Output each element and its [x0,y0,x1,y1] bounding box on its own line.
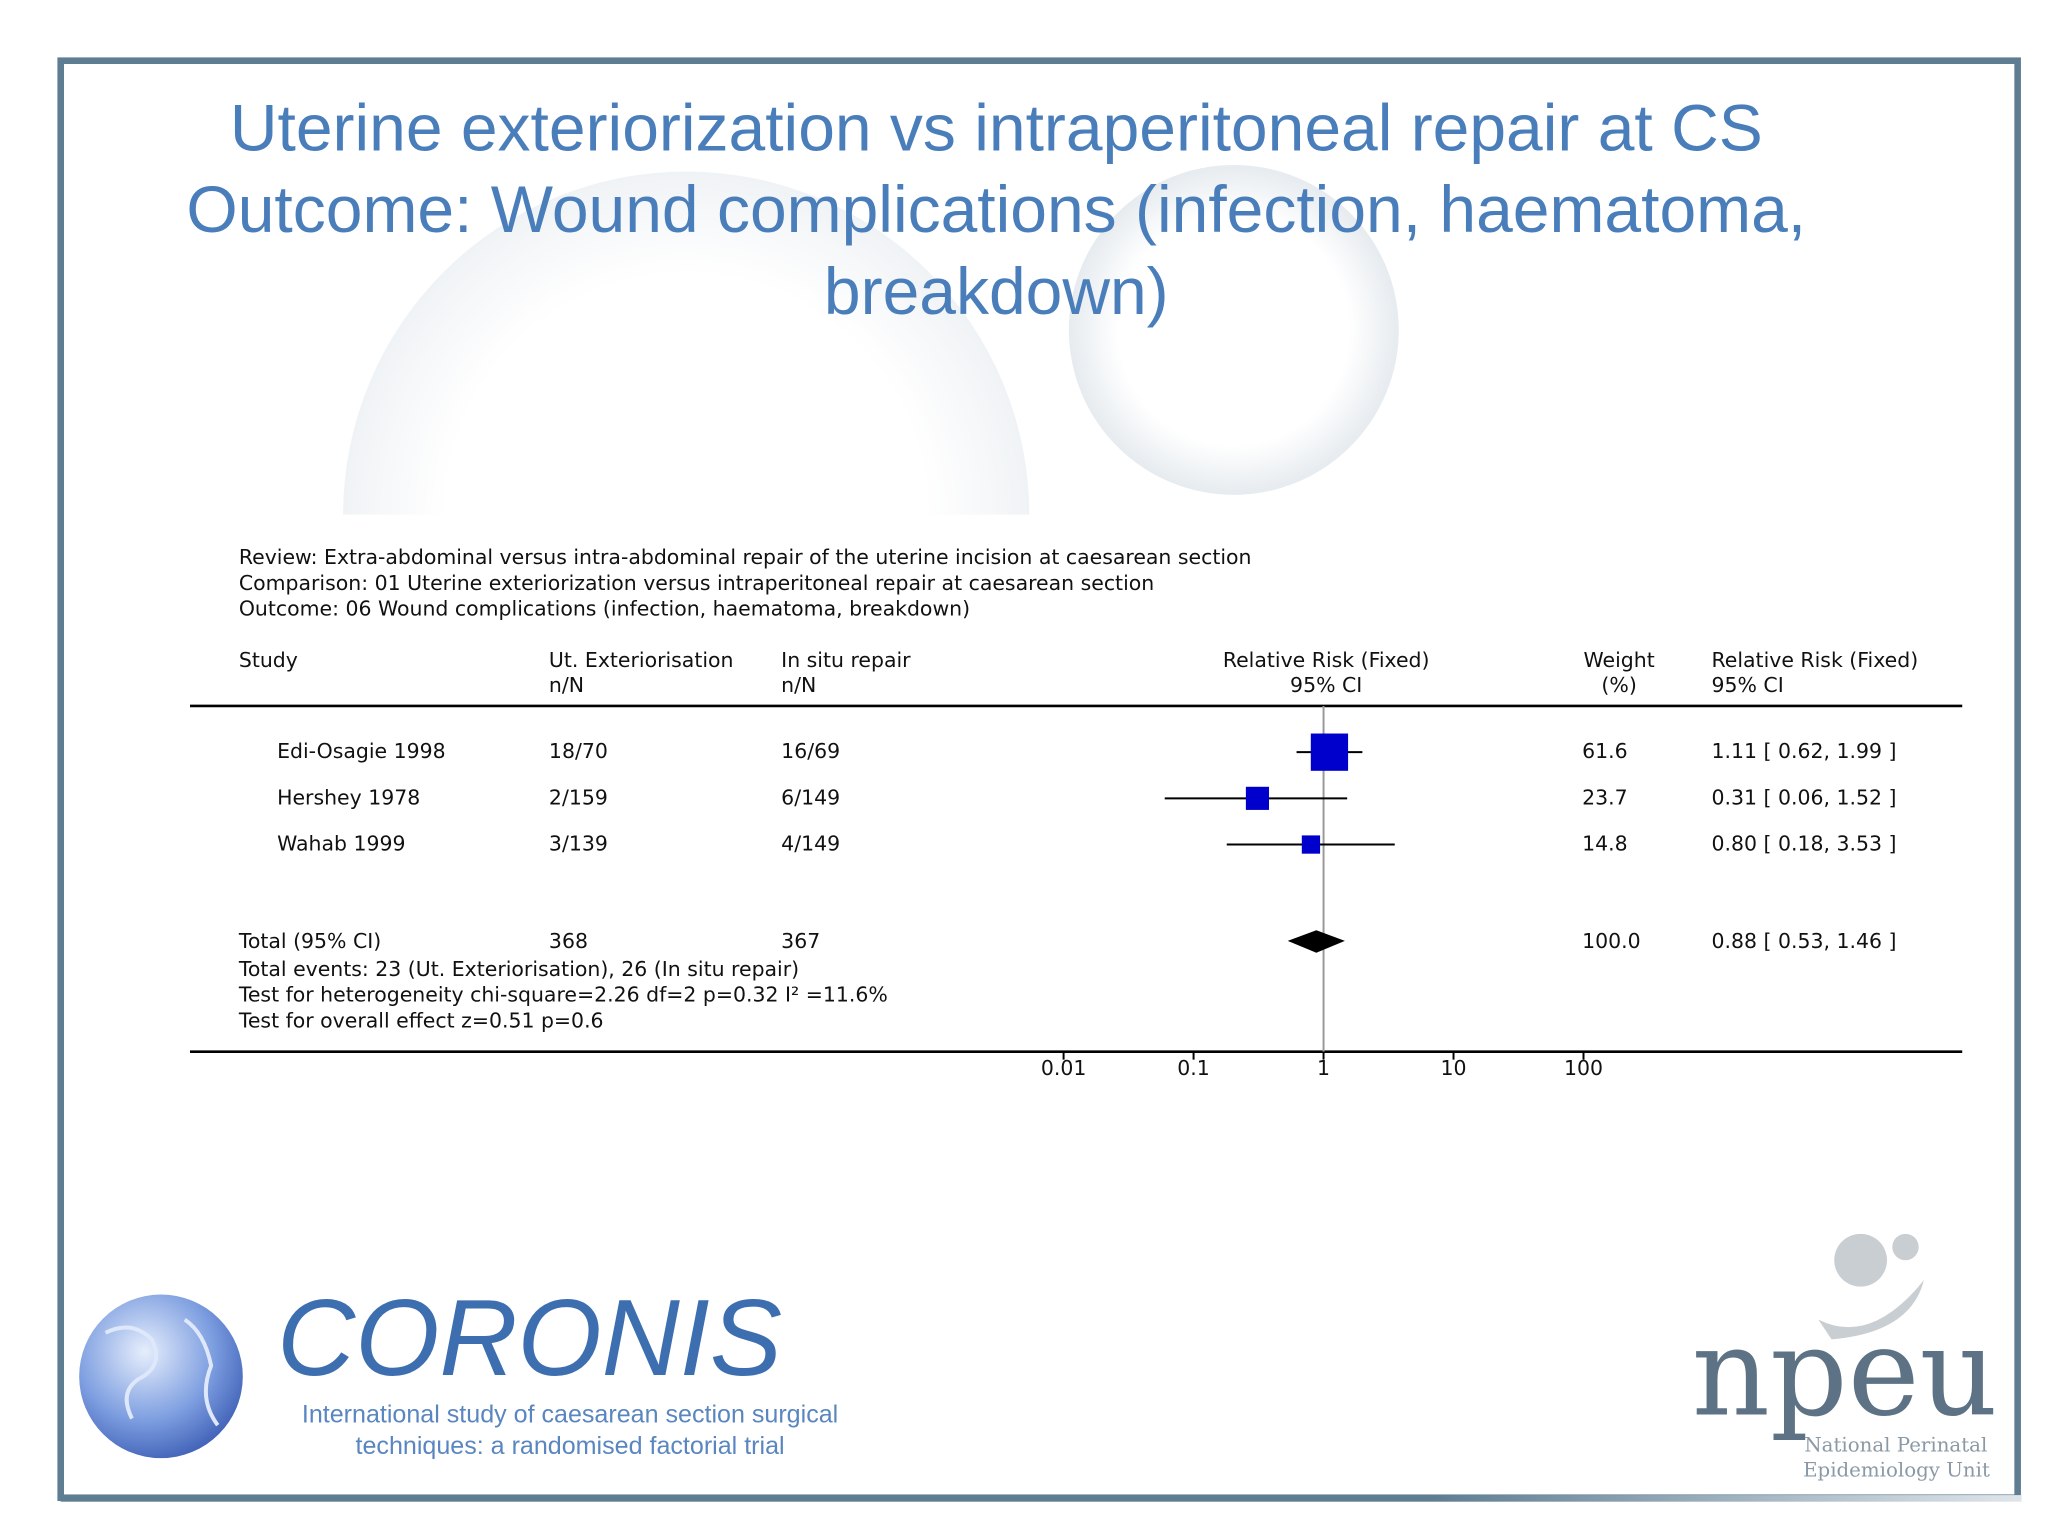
column-header: Relative Risk (Fixed) [1223,648,1430,672]
review-info: Comparison: 01 Uterine exteriorization v… [239,571,1154,595]
total-diamond [1287,930,1345,953]
emblem-dot [1834,1233,1888,1287]
column-header: 95% CI [1290,673,1362,697]
rr-ci-label: 1.11 [ 0.62, 1.99 ] [1712,739,1897,763]
globe-logo [79,1294,243,1459]
globe-land [104,1317,220,1427]
x-tick-label: 0.1 [1177,1056,1210,1080]
rr-ci-label: 0.31 [ 0.06, 1.52 ] [1712,785,1897,809]
weight: 61.6 [1582,739,1628,763]
weight: 14.8 [1582,832,1628,856]
x-tick-label: 100 [1564,1056,1603,1080]
title-box: Uterine exteriorization vs intraperitone… [106,87,1887,332]
group2-count: 4/149 [781,832,840,856]
x-tick-label: 0.01 [1041,1056,1087,1080]
emblem-dot [1892,1233,1919,1261]
coronis-tagline: International study of caesarean section… [302,1401,838,1429]
npeu-name: National Perinatal [1804,1434,1987,1457]
column-header: n/N [781,673,816,697]
weight: 23.7 [1582,785,1628,809]
column-header: Ut. Exteriorisation [549,648,734,672]
group1-count: 18/70 [549,739,608,763]
total-group1: 368 [549,929,588,953]
effect-square [1301,835,1321,854]
footnote: Test for heterogeneity chi-square=2.26 d… [238,983,888,1007]
study-name: Wahab 1999 [277,832,405,856]
column-header: Relative Risk (Fixed) [1712,648,1919,672]
total-group2: 367 [781,929,820,953]
coronis-logo: CORONIS [277,1277,782,1398]
group1-count: 2/159 [549,785,608,809]
title-line: Uterine exteriorization vs intraperitone… [229,91,1763,165]
rr-ci-label: 0.80 [ 0.18, 3.53 ] [1712,832,1897,856]
npeu-logo: npeu [1692,1302,1998,1444]
globe [79,1294,243,1459]
effect-square [1245,786,1269,810]
plot-panel [190,514,1965,1096]
npeu-emblem [1818,1233,1924,1340]
review-info: Outcome: 06 Wound complications (infecti… [239,597,970,621]
title-line: Outcome: Wound complications (infection,… [186,172,1807,329]
column-header: Study [239,648,298,672]
title: Uterine exteriorization vs intraperitone… [106,87,1887,332]
footnote: Test for overall effect z=0.51 p=0.6 [238,1008,604,1032]
background-bubble [1068,164,1399,495]
group2-count: 16/69 [781,739,840,763]
x-tick-label: 10 [1441,1056,1467,1080]
total-rr-ci-label: 0.88 [ 0.53, 1.46 ] [1712,929,1897,953]
effect-square [1310,733,1349,771]
study-name: Edi-Osagie 1998 [277,739,446,763]
total-name: Total (95% CI) [238,929,381,953]
column-header: Weight [1584,648,1655,672]
footnote: Total events: 23 (Ut. Exteriorisation), … [238,957,799,981]
group2-count: 6/149 [781,785,840,809]
column-header: n/N [549,673,584,697]
column-header: 95% CI [1712,673,1784,697]
frame-bottom [60,1495,2022,1502]
npeu-name: Epidemiology Unit [1803,1459,1990,1482]
review-info: Review: Extra-abdominal versus intra-abd… [239,545,1252,569]
column-header: In situ repair [781,648,911,672]
emblem-swoosh [1818,1280,1924,1340]
column-header: (%) [1601,673,1636,697]
total-weight: 100.0 [1582,929,1641,953]
study-name: Hershey 1978 [277,785,420,809]
x-tick-label: 1 [1317,1056,1330,1080]
group1-count: 3/139 [549,832,608,856]
coronis-tagline: techniques: a randomised factorial trial [356,1432,785,1460]
